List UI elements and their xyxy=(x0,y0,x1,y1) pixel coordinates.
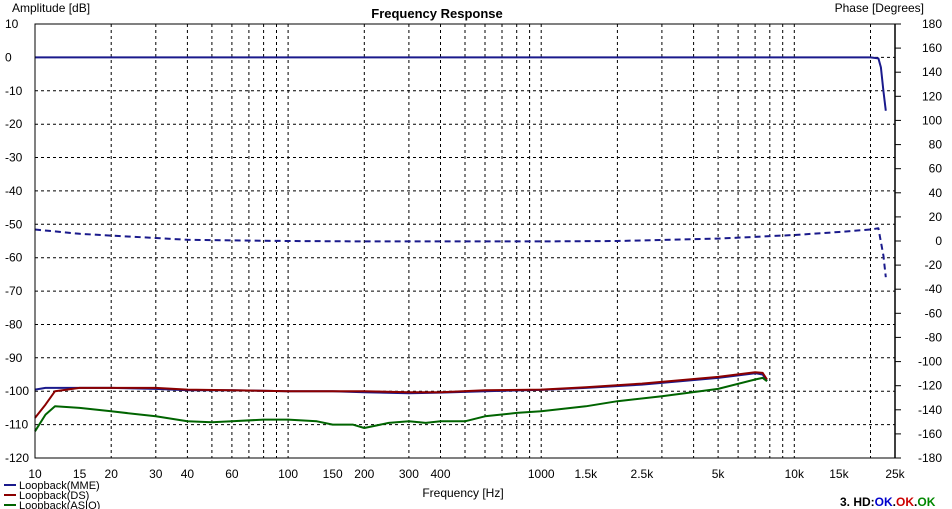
x-tick-label: 1.5k xyxy=(574,467,598,481)
x-axis-ticks: 10 15 20 30 40 60 100 150 200 300 400 1000 1.5k 2.5k 5… xyxy=(28,467,905,481)
y-left-tick-label: -120 xyxy=(5,451,29,465)
y-right-tick-label: -40 xyxy=(925,282,943,296)
x-axis-label: Frequency [Hz] xyxy=(422,486,503,500)
y-left-tick-label: -80 xyxy=(5,318,23,332)
x-tick-label: 5k xyxy=(712,467,726,481)
chart-title: Frequency Response xyxy=(371,6,503,21)
status-ok-2: OK xyxy=(896,495,914,509)
x-tick-label: 60 xyxy=(225,467,239,481)
series-line-loopback-asio xyxy=(34,376,768,432)
y-right-tick-label: -60 xyxy=(925,306,943,320)
y-right-tick-label: 0 xyxy=(935,234,942,248)
y-right-tick-label: -120 xyxy=(918,379,942,393)
y-right-tick-label: 80 xyxy=(929,138,943,152)
y-left-tick-label: 10 xyxy=(5,17,19,31)
y-right-tick-label: 40 xyxy=(929,186,943,200)
x-tick-label: 100 xyxy=(278,467,298,481)
series-line-phase xyxy=(34,227,887,278)
y-left-tick-label: -40 xyxy=(5,184,23,198)
x-tick-label: 2.5k xyxy=(631,467,655,481)
y-right-tick-label: 140 xyxy=(922,65,942,79)
y-left-tick-label: -50 xyxy=(5,217,23,231)
x-tick-label: 15 xyxy=(73,467,87,481)
y-axis-left-ticks: 10 0 -10 -20 -30 -40 -50 -60 -70 -80 -90 -100 -110 -1… xyxy=(5,17,29,465)
series-line-amplitude xyxy=(35,56,887,111)
y-left-tick-label: -70 xyxy=(5,284,23,298)
x-tick-label: 15k xyxy=(829,467,849,481)
y-axis-right-ticks: 180 160 140 120 100 80 60 40 20 0 -20 -40 -60 -80 -100… xyxy=(895,17,942,465)
y-right-tick-label: -180 xyxy=(918,451,942,465)
y-right-tick-label: 160 xyxy=(922,41,942,55)
y-right-tick-label: 20 xyxy=(929,210,943,224)
status-sep-2: . xyxy=(914,495,917,509)
y-right-tick-label: 180 xyxy=(922,17,942,31)
x-tick-label: 30 xyxy=(149,467,163,481)
status-sep-1: . xyxy=(893,495,896,509)
y-left-tick-label: -90 xyxy=(5,351,23,365)
legend: Loopback(MME)Loopback(DS)Loopback(ASIO) xyxy=(4,480,100,509)
y-right-tick-label: -140 xyxy=(918,403,942,417)
y-right-tick-label: 100 xyxy=(922,113,942,127)
x-tick-label: 40 xyxy=(181,467,195,481)
y-right-tick-label: -160 xyxy=(918,427,942,441)
x-tick-label: 200 xyxy=(354,467,374,481)
series-line-loopback-ds xyxy=(34,371,768,419)
x-tick-label: 10 xyxy=(28,467,42,481)
y-right-tick-label: -20 xyxy=(925,258,943,272)
y-left-tick-label: -60 xyxy=(5,251,23,265)
y-right-tick-label: -100 xyxy=(918,355,942,369)
legend-entry: Loopback(MME) xyxy=(19,480,100,492)
x-tick-label: 1000 xyxy=(528,467,555,481)
y-axis-right-label: Phase [Degrees] xyxy=(835,1,924,15)
x-tick-label: 300 xyxy=(399,467,419,481)
status-prefix: 3. HD: xyxy=(840,495,875,509)
y-left-tick-label: -30 xyxy=(5,151,23,165)
status-ok-1: OK xyxy=(875,495,893,509)
y-right-tick-label: 60 xyxy=(929,162,943,176)
status-indicator: 3. HD:OK.OK.OK xyxy=(840,495,936,509)
x-tick-label: 10k xyxy=(785,467,805,481)
y-left-tick-label: -10 xyxy=(5,84,23,98)
y-left-tick-label: 0 xyxy=(5,50,12,64)
x-tick-label: 400 xyxy=(430,467,450,481)
x-tick-label: 20 xyxy=(105,467,119,481)
x-tick-label: 25k xyxy=(885,467,905,481)
x-tick-label: 150 xyxy=(323,467,343,481)
status-ok-3: OK xyxy=(917,495,935,509)
y-left-tick-label: -20 xyxy=(5,117,23,131)
series-lines xyxy=(34,56,887,432)
legend-entry: Loopback(DS) xyxy=(19,490,89,502)
y-left-tick-label: -110 xyxy=(5,418,28,432)
y-axis-left-label: Amplitude [dB] xyxy=(12,1,90,15)
legend-entry: Loopback(ASIO) xyxy=(19,500,100,509)
y-right-tick-label: 120 xyxy=(922,89,942,103)
y-left-tick-label: -100 xyxy=(5,384,29,398)
y-right-tick-label: -80 xyxy=(925,330,943,344)
